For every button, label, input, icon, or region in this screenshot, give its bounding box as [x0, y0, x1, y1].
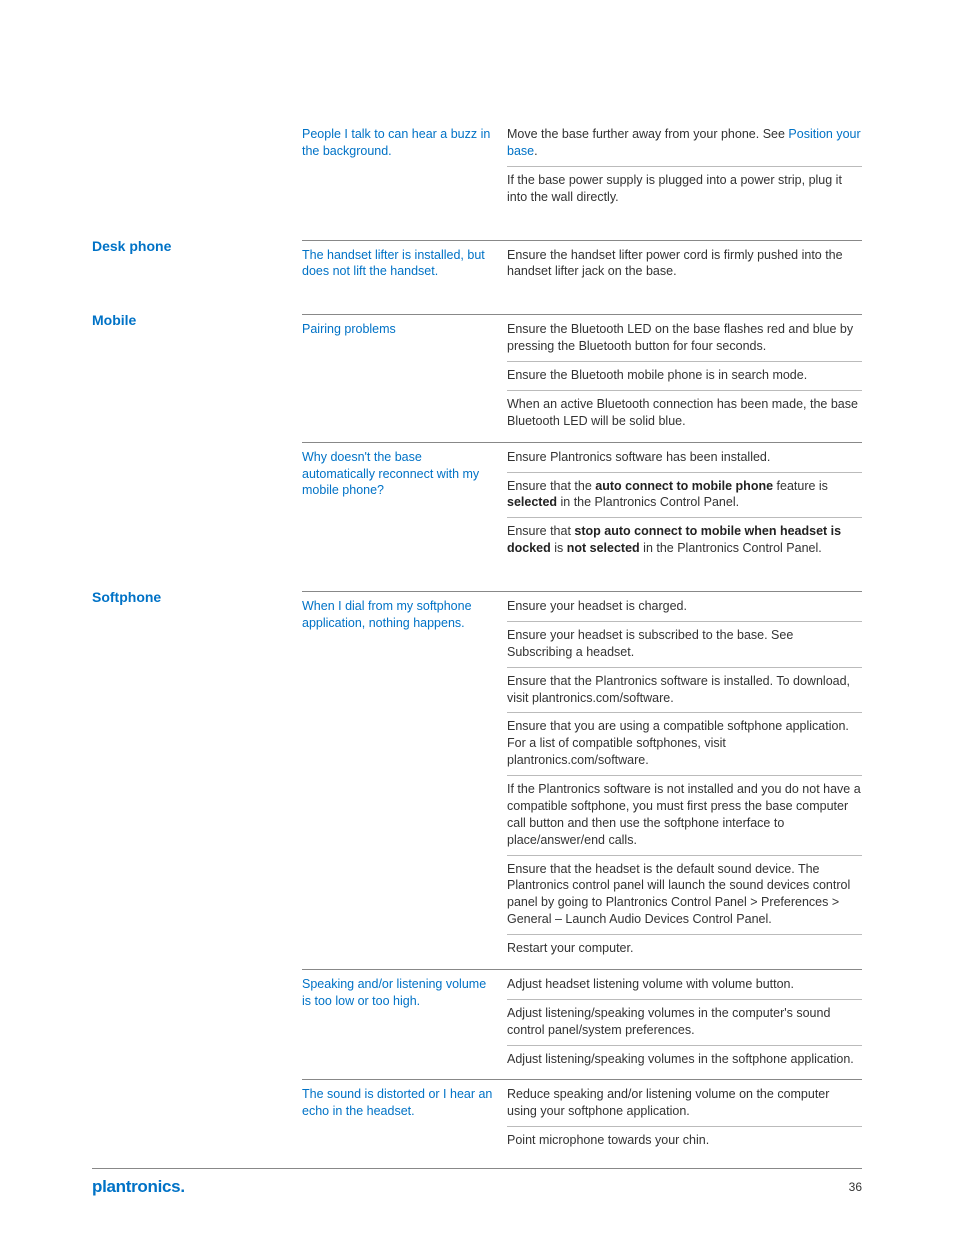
answer-text: feature is	[773, 479, 828, 493]
answer-item: Point microphone towards your chin.	[507, 1126, 862, 1155]
answer-list: Ensure the handset lifter power cord is …	[507, 247, 862, 287]
troubleshooting-section: SoftphoneWhen I dial from my softphone a…	[92, 591, 862, 1161]
qa-row: When I dial from my softphone applicatio…	[302, 598, 862, 963]
qa-row: People I talk to can hear a buzz in the …	[302, 126, 862, 212]
question-text: People I talk to can hear a buzz in the …	[302, 126, 507, 160]
answer-text: Ensure that	[507, 524, 574, 538]
answer-item: Adjust headset listening volume with vol…	[507, 976, 862, 999]
answer-item: Ensure that you are using a compatible s…	[507, 712, 862, 775]
bold-text: selected	[507, 495, 557, 509]
answer-text: Move the base further away from your pho…	[507, 127, 788, 141]
question-text: When I dial from my softphone applicatio…	[302, 598, 507, 632]
answer-item: If the base power supply is plugged into…	[507, 166, 862, 212]
logo-dot: .	[180, 1177, 184, 1196]
qa-row: The sound is distorted or I hear an echo…	[302, 1086, 862, 1155]
answer-text: in the Plantronics Control Panel.	[640, 541, 822, 555]
brand-logo: plantronics.	[92, 1177, 185, 1197]
answer-list: Reduce speaking and/or listening volume …	[507, 1086, 862, 1155]
content-column: The handset lifter is installed, but doe…	[302, 240, 862, 293]
answer-item: Ensure your headset is subscribed to the…	[507, 621, 862, 667]
answer-list: Move the base further away from your pho…	[507, 126, 862, 212]
answer-item: Ensure the handset lifter power cord is …	[507, 247, 862, 287]
answer-item: Ensure the Bluetooth mobile phone is in …	[507, 361, 862, 390]
answer-item: When an active Bluetooth connection has …	[507, 390, 862, 436]
qa-block: The handset lifter is installed, but doe…	[302, 240, 862, 293]
question-text: Why doesn't the base automatically recon…	[302, 449, 507, 500]
troubleshooting-section: Desk phoneThe handset lifter is installe…	[92, 240, 862, 293]
question-text: The handset lifter is installed, but doe…	[302, 247, 507, 281]
bold-text: not selected	[567, 541, 640, 555]
answer-item: Move the base further away from your pho…	[507, 126, 862, 166]
qa-block: The sound is distorted or I hear an echo…	[302, 1079, 862, 1161]
content-column: Pairing problemsEnsure the Bluetooth LED…	[302, 314, 862, 569]
answer-item: Adjust listening/speaking volumes in the…	[507, 999, 862, 1045]
answer-item: Ensure your headset is charged.	[507, 598, 862, 621]
qa-block: Why doesn't the base automatically recon…	[302, 442, 862, 569]
answer-list: Adjust headset listening volume with vol…	[507, 976, 862, 1074]
answer-item: If the Plantronics software is not insta…	[507, 775, 862, 855]
page-footer: plantronics. 36	[92, 1168, 862, 1197]
section-heading: Softphone	[92, 589, 302, 605]
qa-row: Speaking and/or listening volume is too …	[302, 976, 862, 1074]
intro-section: People I talk to can hear a buzz in the …	[92, 120, 862, 218]
section-heading: Mobile	[92, 312, 302, 328]
qa-row: Why doesn't the base automatically recon…	[302, 449, 862, 563]
answer-item: Ensure the Bluetooth LED on the base fla…	[507, 321, 862, 361]
qa-block: People I talk to can hear a buzz in the …	[302, 120, 862, 218]
content-column: People I talk to can hear a buzz in the …	[302, 120, 862, 218]
qa-block: Pairing problemsEnsure the Bluetooth LED…	[302, 314, 862, 441]
qa-row: Pairing problemsEnsure the Bluetooth LED…	[302, 321, 862, 435]
content-column: When I dial from my softphone applicatio…	[302, 591, 862, 1161]
answer-item: Ensure Plantronics software has been ins…	[507, 449, 862, 472]
answer-item: Ensure that the headset is the default s…	[507, 855, 862, 935]
answer-item: Ensure that the Plantronics software is …	[507, 667, 862, 713]
answer-text: Ensure that the	[507, 479, 595, 493]
question-text: The sound is distorted or I hear an echo…	[302, 1086, 507, 1120]
page-number: 36	[849, 1180, 862, 1194]
qa-block: Speaking and/or listening volume is too …	[302, 969, 862, 1080]
answer-list: Ensure your headset is charged.Ensure yo…	[507, 598, 862, 963]
logo-text: plantronics	[92, 1177, 180, 1196]
question-text: Pairing problems	[302, 321, 507, 338]
answer-text: .	[534, 144, 537, 158]
section-heading: Desk phone	[92, 238, 302, 254]
answer-list: Ensure the Bluetooth LED on the base fla…	[507, 321, 862, 435]
qa-block: When I dial from my softphone applicatio…	[302, 591, 862, 969]
answer-item: Reduce speaking and/or listening volume …	[507, 1086, 862, 1126]
qa-row: The handset lifter is installed, but doe…	[302, 247, 862, 287]
bold-text: auto connect to mobile phone	[595, 479, 773, 493]
answer-text: in the Plantronics Control Panel.	[557, 495, 739, 509]
answer-item: Ensure that the auto connect to mobile p…	[507, 472, 862, 518]
answer-item: Ensure that stop auto connect to mobile …	[507, 517, 862, 563]
answer-item: Adjust listening/speaking volumes in the…	[507, 1045, 862, 1074]
answer-text: is	[551, 541, 567, 555]
answer-list: Ensure Plantronics software has been ins…	[507, 449, 862, 563]
troubleshooting-section: MobilePairing problemsEnsure the Bluetoo…	[92, 314, 862, 569]
answer-item: Restart your computer.	[507, 934, 862, 963]
sections-container: Desk phoneThe handset lifter is installe…	[92, 240, 862, 1184]
document-page: People I talk to can hear a buzz in the …	[0, 0, 954, 1243]
question-text: Speaking and/or listening volume is too …	[302, 976, 507, 1010]
